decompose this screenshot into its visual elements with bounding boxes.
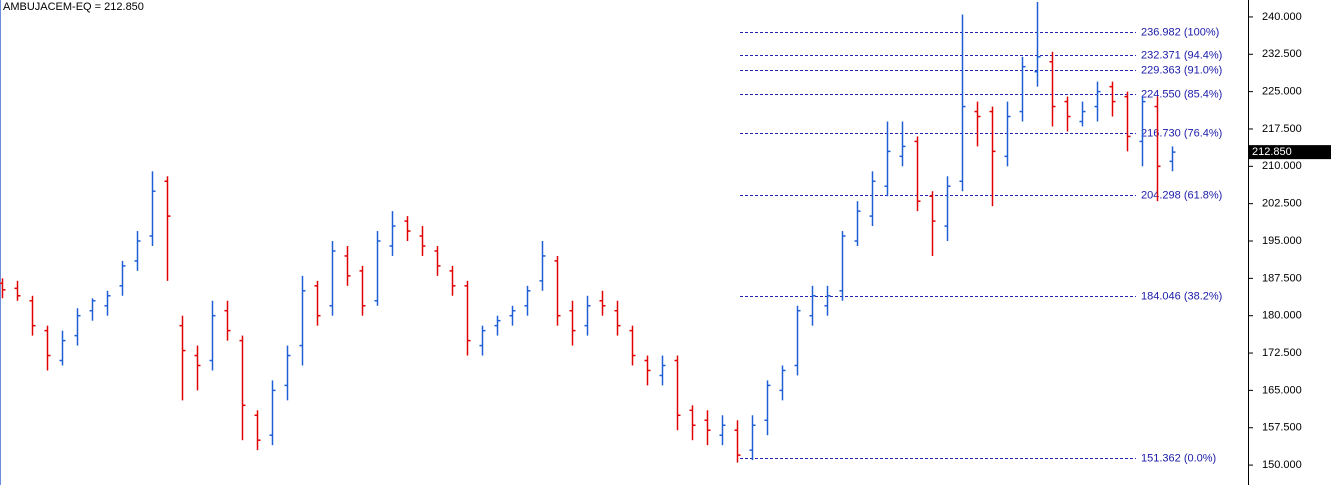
fib-label: 151.362 (0.0%) [1141,452,1216,464]
y-tick-label: 217.500 [1262,123,1302,135]
y-tick-label: 232.500 [1262,48,1302,60]
fib-label: 224.550 (85.4%) [1141,88,1222,100]
y-tick-label: 157.500 [1262,422,1302,434]
fib-label: 232.371 (94.4%) [1141,49,1222,61]
fib-label: 216.730 (76.4%) [1141,127,1222,139]
fib-label: 229.363 (91.0%) [1141,64,1222,76]
y-tick-label: 180.000 [1262,310,1302,322]
fib-label: 236.982 (100%) [1141,26,1219,38]
chart-title: AMBUJACEM-EQ = 212.850 [3,1,144,13]
y-tick-label: 172.500 [1262,347,1302,359]
last-price-label: 212.850 [1252,146,1292,158]
y-tick-label: 202.500 [1262,198,1302,210]
y-tick-label: 187.500 [1262,272,1302,284]
last-price-box [1249,145,1331,160]
y-tick-label: 210.000 [1262,160,1302,172]
fib-label: 184.046 (38.2%) [1141,290,1222,302]
fib-label: 204.298 (61.8%) [1141,189,1222,201]
y-tick-label: 150.000 [1262,459,1302,471]
y-tick-label: 165.000 [1262,384,1302,396]
y-tick-label: 240.000 [1262,11,1302,23]
y-tick-label: 225.000 [1262,86,1302,98]
y-tick-label: 195.000 [1262,235,1302,247]
